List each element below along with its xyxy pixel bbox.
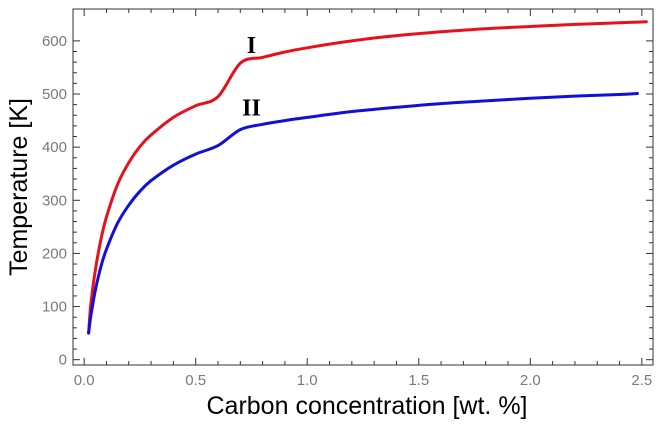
- x-tick-label: 1.0: [297, 372, 318, 389]
- y-tick-label: 400: [42, 139, 67, 156]
- y-tick-label: 300: [42, 192, 67, 209]
- axis-ticks: 0.0 0.5 1.0 1.5 2.0 2.5 0 100 200 300 400 500 600: [42, 9, 653, 389]
- series-lines: [87, 20, 648, 335]
- x-tick-label: 0.0: [74, 372, 95, 389]
- series-line-i: [87, 20, 648, 335]
- x-axis-label: Carbon concentration [wt. %]: [207, 392, 528, 420]
- series-annotation: I: [247, 33, 256, 59]
- series-line-ii: [87, 92, 639, 335]
- y-tick-label: 200: [42, 245, 67, 262]
- x-tick-label: 2.5: [631, 372, 652, 389]
- x-tick-label: 0.5: [185, 372, 206, 389]
- plot-frame: [72, 8, 654, 366]
- y-tick-label: 600: [42, 33, 67, 50]
- y-tick-label: 0: [59, 352, 67, 369]
- y-axis-label: Temperature [K]: [5, 98, 33, 276]
- series-annotations: III: [242, 33, 261, 121]
- y-tick-label: 100: [42, 299, 67, 316]
- x-tick-label: 1.5: [408, 372, 429, 389]
- y-tick-label: 500: [42, 86, 67, 103]
- x-tick-label: 2.0: [520, 372, 541, 389]
- series-annotation: II: [242, 95, 261, 121]
